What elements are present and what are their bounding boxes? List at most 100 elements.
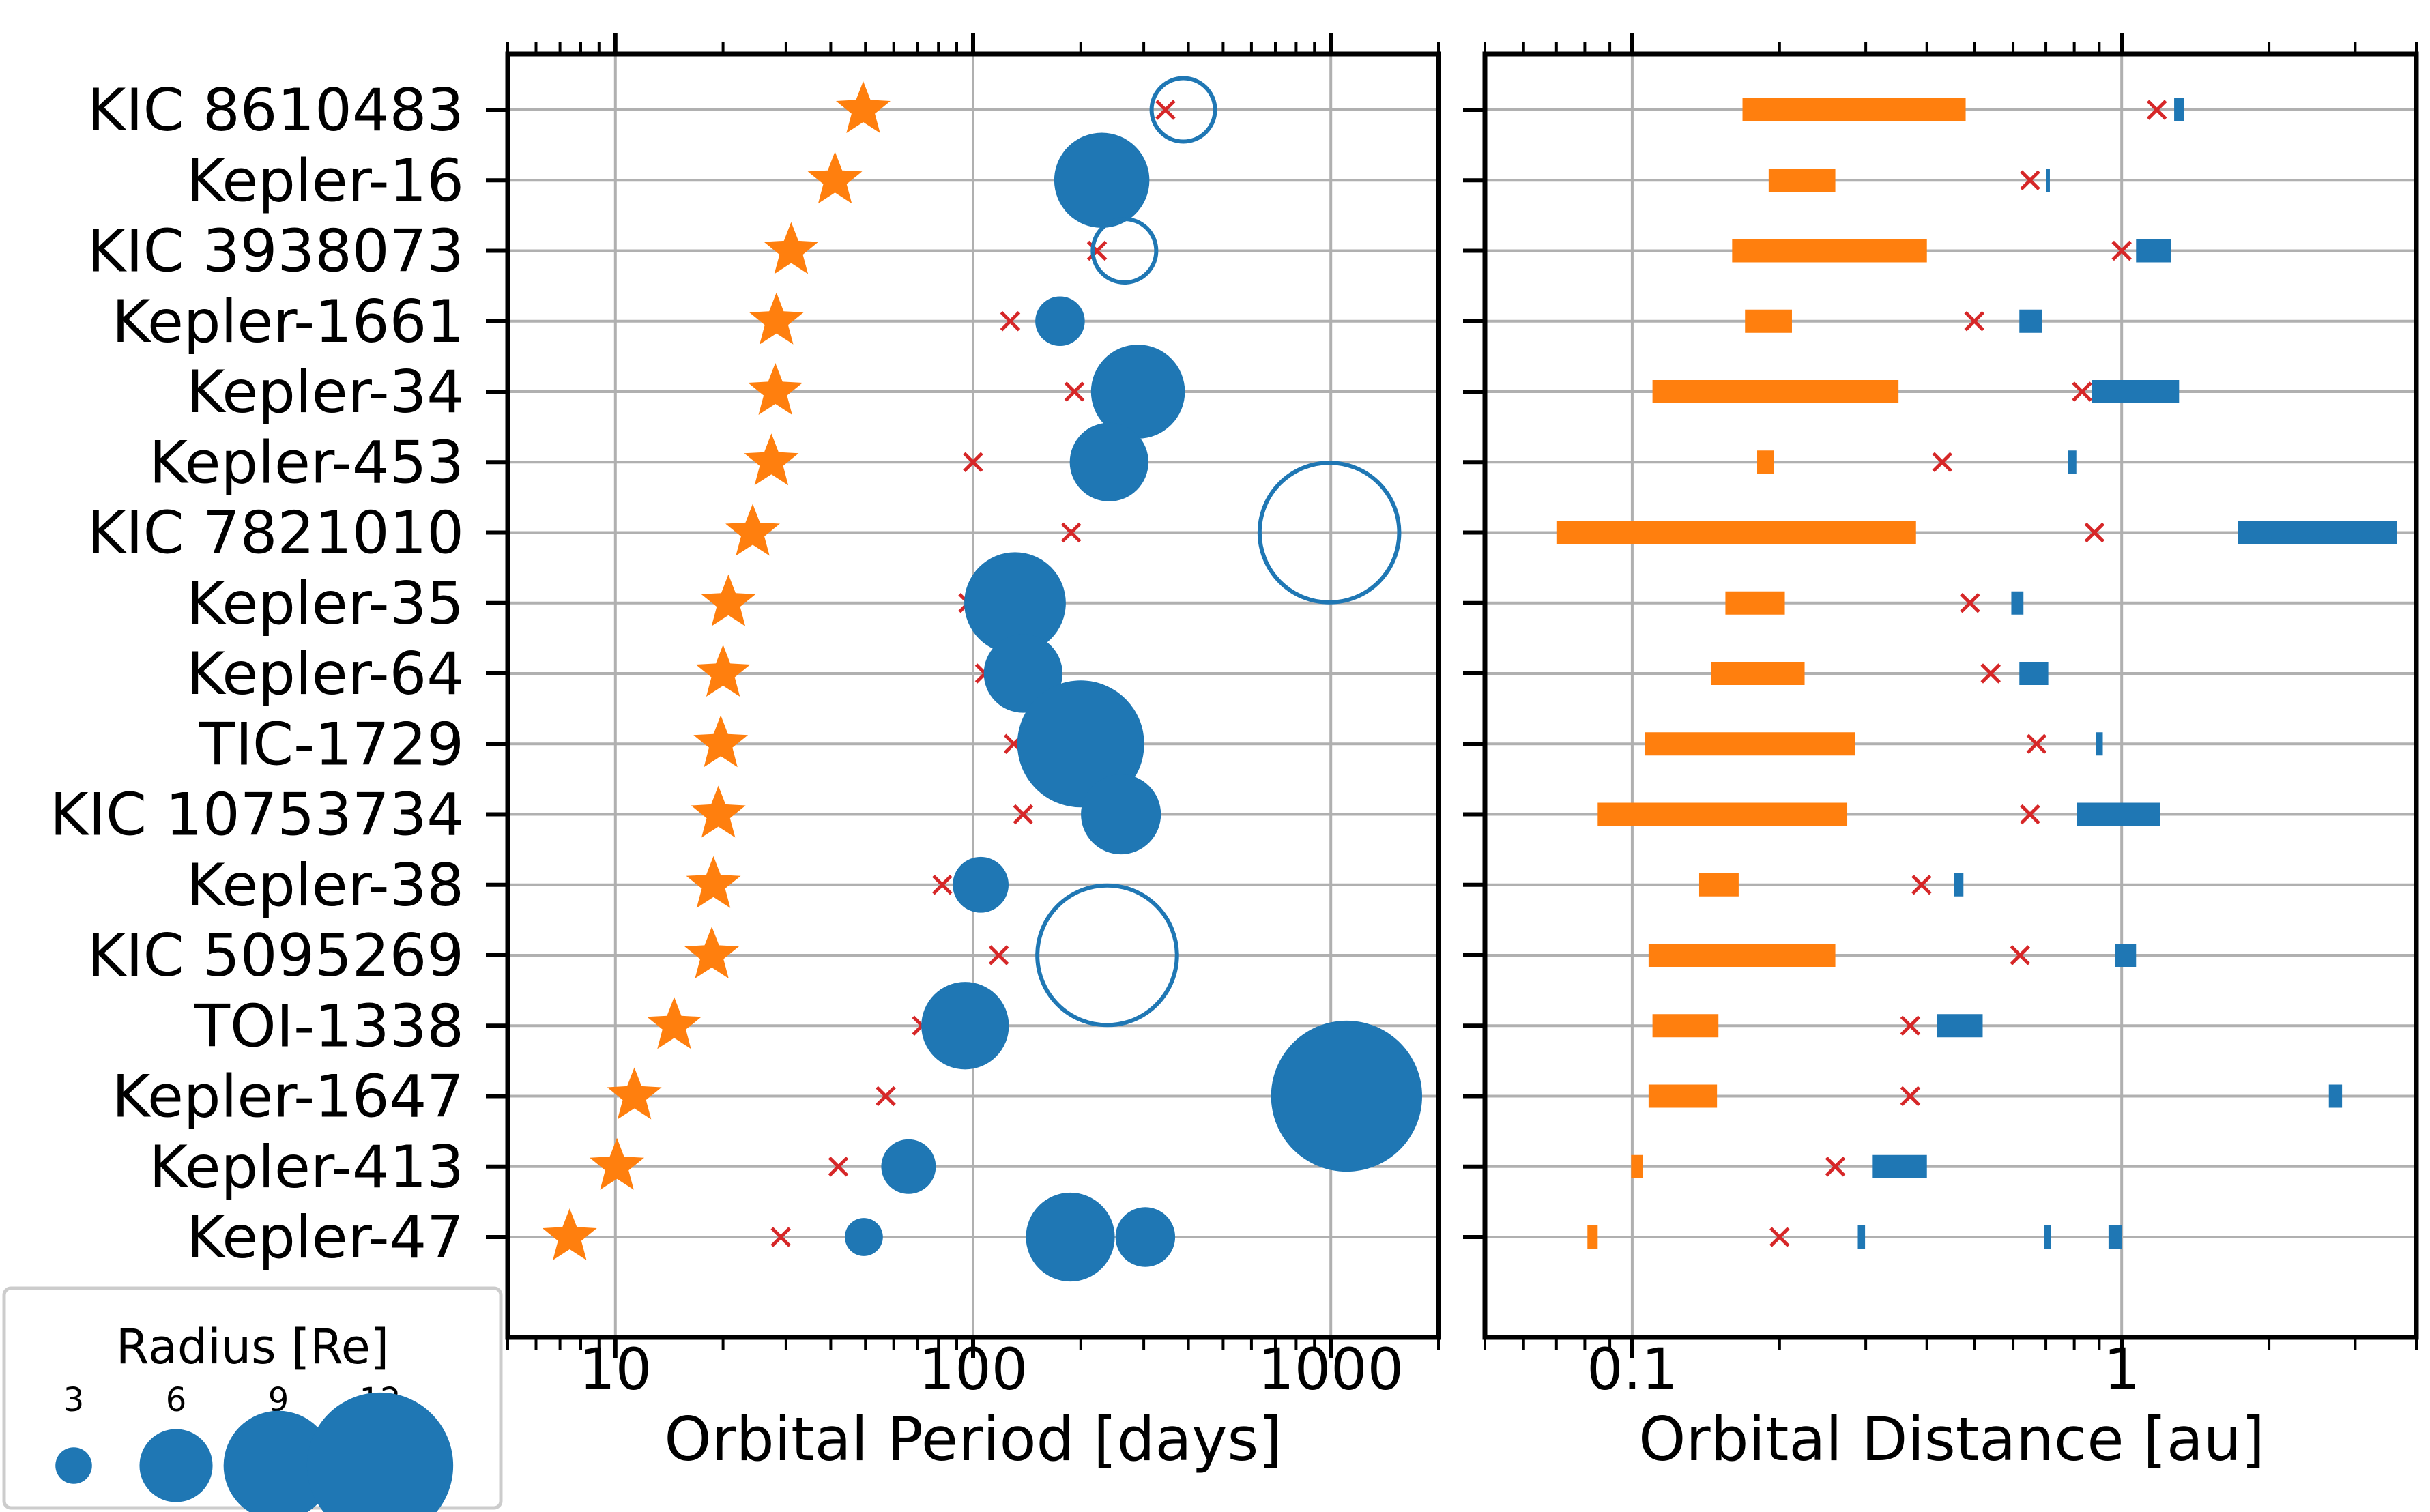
legend-title: Radius [Re] xyxy=(116,1319,389,1375)
distance-grid xyxy=(1485,54,2416,1337)
binary-distance-bar xyxy=(1587,1225,1598,1249)
planet-distance-bar xyxy=(2019,309,2042,333)
distance-axes-frame xyxy=(1482,51,2419,1340)
legend-entry-marker xyxy=(139,1429,213,1502)
critical-period-marker xyxy=(1013,804,1034,825)
critical-period-marker xyxy=(1086,240,1108,261)
system-label: TOI-1338 xyxy=(194,992,464,1060)
binary-period-star xyxy=(686,856,741,908)
system-label: Kepler-1647 xyxy=(112,1063,464,1131)
planet-period-marker xyxy=(1026,1192,1115,1282)
binary-distance-bar xyxy=(1556,521,1916,544)
planet-distance-bar xyxy=(2092,380,2180,403)
critical-distance-marker xyxy=(1825,1156,1846,1177)
critical-distance-marker xyxy=(1900,1015,1921,1036)
distance-xtick-label: 1 xyxy=(2103,1336,2139,1403)
period-xticklabels: 10 100 1000 xyxy=(579,1336,1404,1403)
critical-distance-marker xyxy=(2072,381,2092,402)
binary-period-star xyxy=(590,1137,644,1190)
critical-period-marker xyxy=(932,874,953,895)
critical-distance-marker xyxy=(2026,733,2047,755)
planet-distance-bar xyxy=(2046,169,2050,192)
planet-period-marker xyxy=(1257,461,1402,605)
critical-distance-marker xyxy=(1960,592,1980,613)
legend-entry-marker xyxy=(223,1410,334,1512)
binary-period-star xyxy=(749,292,804,345)
binary-period-star xyxy=(807,151,863,204)
planet-period-marker xyxy=(1035,296,1085,347)
planet-distance-bar xyxy=(2068,450,2077,474)
binary-distance-bar xyxy=(1742,98,1966,121)
critical-distance-marker xyxy=(2146,100,2167,120)
planet-distance-bar xyxy=(1857,1225,1866,1249)
binary-distance-bar xyxy=(1648,944,1836,967)
planet-period-marker xyxy=(1069,422,1148,501)
planet-period-marker xyxy=(1035,883,1179,1028)
binary-period-star xyxy=(684,927,739,978)
system-label: Kepler-64 xyxy=(186,640,464,708)
binary-distance-bar xyxy=(1757,450,1774,474)
system-label: Kepler-453 xyxy=(149,428,464,497)
critical-distance-marker xyxy=(2111,240,2132,261)
binary-period-star xyxy=(607,1067,662,1120)
binary-distance-bar xyxy=(1768,169,1836,192)
system-label: KIC 8610483 xyxy=(87,76,464,145)
planet-distance-bar xyxy=(1954,873,1964,897)
binary-distance-bar xyxy=(1711,662,1805,685)
system-label: TIC-1729 xyxy=(199,710,464,779)
legend-entry-marker xyxy=(55,1447,92,1484)
system-label: KIC 7821010 xyxy=(87,499,464,568)
legend-entry-label: 6 xyxy=(166,1381,187,1419)
system-label: Kepler-38 xyxy=(186,852,464,920)
planet-distance-bar xyxy=(2044,1225,2051,1249)
critical-distance-marker xyxy=(2020,804,2040,825)
binary-period-star xyxy=(836,81,891,133)
planet-period-marker xyxy=(1054,132,1150,228)
radius-legend: Radius [Re] 36912 xyxy=(2,1286,503,1512)
binary-period-star xyxy=(725,504,780,556)
binary-distance-bar xyxy=(1725,591,1785,615)
planet-distance-bar xyxy=(2096,732,2103,756)
distance-xlabel: Orbital Distance [au] xyxy=(1638,1404,2265,1474)
critical-distance-marker xyxy=(1769,1227,1790,1247)
critical-period-marker xyxy=(963,452,983,473)
binary-distance-bar xyxy=(1597,802,1848,826)
distance-xticklabels: 0.1 1 xyxy=(1587,1336,2140,1403)
distance-panel: 0.1 1 Orbital Distance [au] xyxy=(1463,33,2419,1474)
binary-period-star xyxy=(744,433,799,486)
planet-distance-bar xyxy=(2115,944,2137,967)
planet-distance-bar xyxy=(2108,1225,2122,1249)
critical-distance-marker xyxy=(2020,170,2040,191)
critical-distance-marker xyxy=(2010,945,2031,965)
planet-distance-bar xyxy=(2011,591,2024,615)
distance-ticks xyxy=(1463,33,2418,1358)
binary-period-star xyxy=(691,785,746,838)
planet-distance-bar xyxy=(2238,521,2397,544)
binary-distance-bar xyxy=(1631,1154,1643,1178)
planet-period-marker xyxy=(845,1218,883,1256)
planet-distance-bar xyxy=(1872,1154,1927,1178)
planet-distance-bar xyxy=(2328,1084,2343,1108)
binary-period-star xyxy=(647,997,701,1049)
critical-period-marker xyxy=(1155,100,1176,120)
system-label: Kepler-34 xyxy=(186,358,464,426)
system-label: Kepler-35 xyxy=(186,570,464,638)
binary-period-star xyxy=(693,715,749,768)
distance-xtick-label: 0.1 xyxy=(1587,1336,1678,1403)
binary-distance-bar xyxy=(1645,732,1855,756)
system-label: KIC 5095269 xyxy=(87,922,464,990)
planet-period-marker xyxy=(1271,1020,1423,1172)
period-xtick-label: 1000 xyxy=(1258,1336,1404,1403)
planet-distance-bar xyxy=(2019,662,2049,685)
binary-distance-bar xyxy=(1652,380,1899,403)
period-ticks xyxy=(486,33,1440,1358)
critical-period-marker xyxy=(1060,522,1082,543)
system-label: KIC 3938073 xyxy=(87,218,464,286)
critical-period-marker xyxy=(876,1086,896,1107)
critical-distance-marker xyxy=(1900,1086,1921,1107)
binary-period-star xyxy=(695,645,751,697)
planet-distance-bar xyxy=(1937,1014,1983,1038)
